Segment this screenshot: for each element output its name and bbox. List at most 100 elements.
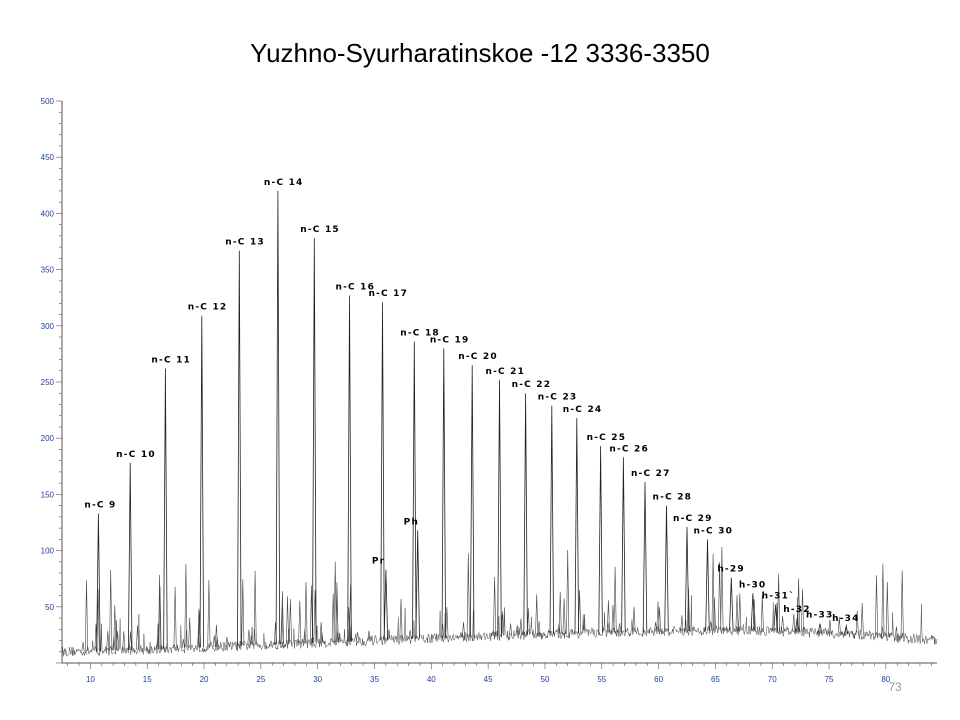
peak-label: n-C 26: [609, 444, 649, 454]
minor-peak: [249, 635, 253, 646]
peak-label: h-33: [806, 611, 833, 621]
x-tick-label: 65: [711, 675, 720, 684]
minor-peak: [720, 546, 724, 631]
minor-peak: [116, 631, 120, 651]
minor-peak: [304, 582, 308, 644]
minor-peak: [881, 563, 885, 637]
minor-peak: [466, 553, 470, 637]
peak-label: h-30: [739, 580, 766, 590]
minor-peak: [519, 618, 523, 636]
minor-peak: [184, 563, 188, 649]
minor-peak: [515, 625, 519, 636]
minor-peak: [709, 621, 713, 631]
minor-peak: [241, 579, 245, 646]
peak-label: n-C 30: [693, 526, 733, 536]
minor-peak: [286, 596, 289, 645]
minor-peak: [85, 580, 88, 652]
peak-label: n-C 27: [631, 469, 671, 479]
minor-peak: [894, 626, 898, 638]
minor-peak: [613, 566, 617, 633]
minor-peak: [129, 631, 132, 651]
peak-label: h-31`: [762, 591, 795, 602]
x-tick-label: 55: [597, 675, 606, 684]
minor-peak: [558, 591, 562, 634]
minor-peak: [777, 573, 781, 632]
peak-line: [642, 481, 648, 632]
slide-title: Yuzhno-Syurharatinskoe -12 3336-3350: [250, 38, 710, 68]
peak-label: n-C 13: [225, 237, 265, 247]
minor-peak: [537, 621, 541, 635]
minor-peak: [656, 601, 660, 632]
minor-peak: [654, 622, 658, 632]
minor-peak: [288, 598, 292, 644]
x-tick-label: 50: [541, 675, 550, 684]
peak-line: [795, 617, 800, 632]
peak-line: [237, 250, 242, 646]
x-tick-label: 60: [654, 675, 663, 684]
peak-label: n-C 11: [151, 356, 191, 366]
peak-line: [347, 295, 352, 642]
peak-label: h-32: [783, 605, 810, 615]
minor-peak: [632, 606, 636, 633]
minor-peak: [96, 589, 100, 651]
peak-label: Pr: [372, 557, 385, 567]
minor-peak: [738, 593, 742, 631]
minor-peak: [136, 625, 139, 650]
peak-label: n-C 25: [587, 433, 627, 443]
minor-peak: [207, 579, 211, 648]
peak-line: [773, 604, 778, 632]
x-tick-label: 20: [200, 675, 209, 684]
peak-label: n-C 21: [486, 367, 526, 377]
peak-label: n-C 15: [300, 225, 340, 235]
minor-peak: [356, 632, 360, 642]
minor-peak: [611, 604, 615, 633]
minor-peak: [606, 622, 610, 633]
minor-peak: [253, 570, 257, 646]
minor-peak: [247, 629, 251, 646]
x-tick-label: 45: [484, 675, 493, 684]
minor-peak: [303, 629, 307, 644]
minor-peak: [828, 619, 832, 634]
y-tick-label: 50: [45, 603, 54, 612]
peak-label: n-C 16: [336, 282, 376, 292]
y-tick-label: 200: [41, 434, 55, 443]
minor-peak: [109, 569, 113, 651]
minor-peak: [212, 635, 216, 647]
minor-peak: [319, 622, 323, 643]
x-tick-label: 70: [768, 675, 777, 684]
peak-label: n-C 10: [116, 450, 156, 460]
peak-line: [729, 577, 734, 631]
x-tick-label: 40: [427, 675, 436, 684]
minor-peak: [801, 589, 804, 632]
peak-line: [549, 405, 554, 635]
minor-peak: [156, 623, 160, 650]
x-tick-label: 15: [143, 675, 152, 684]
peak-label: n-C 18: [400, 329, 440, 339]
minor-peak: [113, 604, 117, 651]
peak-line: [96, 513, 101, 651]
page-number: 73: [888, 680, 902, 694]
minor-peak: [181, 639, 185, 649]
minor-peak: [335, 588, 339, 643]
peaks: [96, 190, 849, 651]
peak-line: [817, 623, 823, 633]
minor-peak: [875, 575, 878, 636]
peak-label: n-C 28: [653, 493, 693, 503]
minor-peak: [566, 549, 570, 634]
chromatogram-trace: [61, 546, 938, 657]
peak-label: n-C 24: [563, 405, 603, 415]
peak-label: n-C 20: [458, 352, 498, 362]
minor-peak: [712, 597, 716, 631]
minor-peak: [445, 607, 449, 638]
y-tick-label: 250: [41, 378, 55, 387]
peak-line: [523, 393, 528, 635]
minor-peak: [408, 630, 412, 640]
peak-label: n-C 17: [368, 289, 408, 299]
peak-label: n-C 29: [673, 514, 713, 524]
minor-peak: [885, 581, 889, 637]
peak-line: [441, 348, 446, 638]
peak-label: n-C 9: [84, 501, 116, 511]
peak-label: n-C 19: [430, 335, 470, 345]
x-tick-label: 30: [313, 675, 322, 684]
